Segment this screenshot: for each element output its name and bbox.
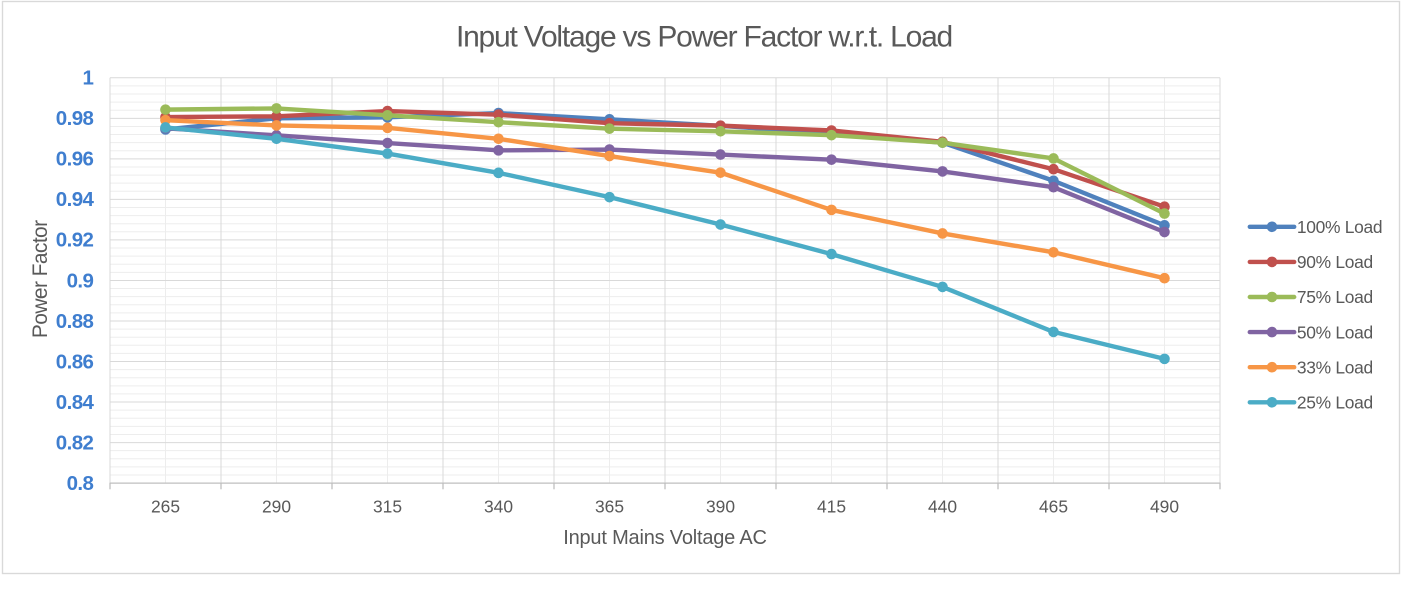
svg-text:1: 1 [82, 67, 93, 90]
svg-text:465: 465 [1039, 497, 1068, 517]
svg-text:440: 440 [928, 497, 957, 517]
svg-text:0.8: 0.8 [67, 472, 94, 495]
svg-text:75% Load: 75% Load [1297, 287, 1373, 307]
svg-text:25% Load: 25% Load [1297, 393, 1373, 413]
svg-text:0.82: 0.82 [56, 431, 94, 454]
svg-text:415: 415 [817, 497, 846, 517]
svg-text:0.94: 0.94 [56, 188, 95, 211]
svg-text:265: 265 [151, 497, 180, 517]
svg-text:50% Load: 50% Load [1297, 322, 1373, 342]
svg-text:0.88: 0.88 [56, 310, 94, 333]
svg-text:Input Mains Voltage AC: Input Mains Voltage AC [563, 527, 767, 549]
svg-text:33% Load: 33% Load [1297, 357, 1373, 377]
svg-text:340: 340 [484, 497, 513, 517]
svg-text:390: 390 [706, 497, 735, 517]
svg-text:365: 365 [595, 497, 624, 517]
svg-text:0.9: 0.9 [67, 269, 94, 292]
svg-text:315: 315 [373, 497, 402, 517]
svg-text:0.92: 0.92 [56, 229, 94, 252]
svg-text:490: 490 [1150, 497, 1179, 517]
svg-text:Power Factor: Power Factor [29, 220, 52, 338]
svg-text:100% Load: 100% Load [1297, 217, 1382, 237]
svg-text:Input Voltage vs Power Factor: Input Voltage vs Power Factor w.r.t. Loa… [456, 20, 952, 53]
svg-text:0.96: 0.96 [56, 148, 94, 171]
svg-text:90% Load: 90% Load [1297, 252, 1373, 272]
svg-text:0.84: 0.84 [56, 391, 95, 414]
svg-text:0.86: 0.86 [56, 350, 94, 373]
svg-text:290: 290 [262, 497, 291, 517]
svg-text:0.98: 0.98 [56, 107, 94, 130]
